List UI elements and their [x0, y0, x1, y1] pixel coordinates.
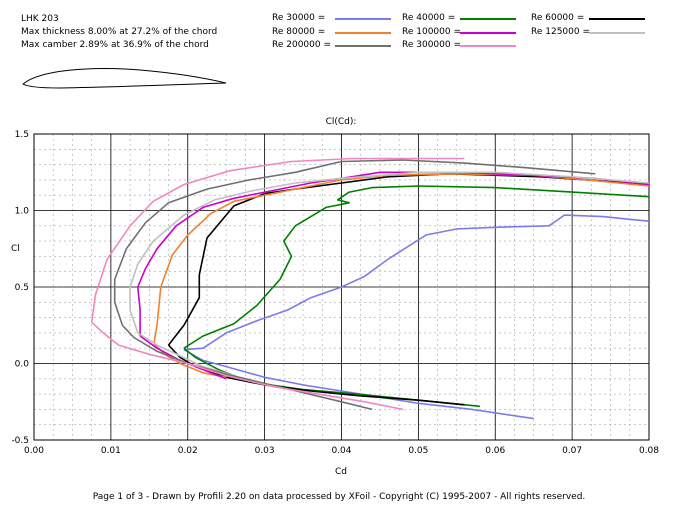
legend-item-re-30000: Re 30000 = [272, 13, 391, 25]
series-3 [153, 173, 650, 379]
legend-swatch [589, 18, 645, 20]
series-7 [90, 157, 465, 411]
legend-label: Re 200000 = [272, 40, 332, 50]
series-layer [90, 157, 650, 420]
legend-swatch [335, 32, 391, 34]
legend-item-re-300000: Re 300000 = [402, 40, 520, 52]
series-6 [113, 159, 596, 411]
legend-label: Re 40000 = [402, 13, 456, 23]
legend-item-re-200000: Re 200000 = [272, 40, 391, 52]
legend-label: Re 80000 = [272, 27, 326, 37]
y-tick-label: -0.5 [11, 436, 29, 446]
series-line [113, 159, 596, 326]
x-axis-label: Cd [335, 467, 347, 477]
x-tick-label: 0.02 [178, 446, 198, 456]
x-tick-label: 0.00 [24, 446, 44, 456]
series-line [183, 214, 650, 351]
series-0 [183, 214, 650, 420]
legend-item-re-80000: Re 80000 = [272, 27, 391, 39]
x-tick-label: 0.05 [408, 446, 428, 456]
x-tick-label: 0.08 [639, 446, 659, 456]
max-camber-text: Max camber 2.89% at 36.9% of the chord [21, 40, 209, 50]
legend-swatch [589, 32, 645, 34]
x-tick-label: 0.07 [562, 446, 582, 456]
series-line [90, 157, 465, 323]
series-5 [129, 171, 650, 377]
series-line-lower [121, 324, 373, 411]
legend-label: Re 300000 = [402, 40, 462, 50]
y-tick-label: 0.0 [15, 360, 30, 370]
series-1 [183, 185, 650, 408]
legend-swatch [335, 45, 391, 47]
y-axis-label: Cl [11, 244, 20, 254]
x-tick-label: 0.04 [331, 446, 351, 456]
x-tick-label: 0.06 [485, 446, 505, 456]
x-tick-label: 0.01 [101, 446, 121, 456]
legend-item-re-100000: Re 100000 = [402, 27, 520, 39]
legend-item-re-40000: Re 40000 = [402, 13, 520, 25]
series-line-lower [183, 349, 534, 420]
legend-swatch [335, 18, 391, 20]
legend-label: Re 125000 = [531, 27, 591, 37]
series-line-lower [91, 321, 404, 411]
max-thickness-text: Max thickness 8.00% at 27.2% of the chor… [21, 27, 218, 37]
y-tick-label: 1.5 [15, 130, 29, 140]
footer-credits: Page 1 of 3 - Drawn by Profili 2.20 on d… [92, 492, 586, 502]
x-tick-label: 0.03 [255, 446, 275, 456]
y-tick-label: 0.5 [15, 283, 29, 293]
chart-title: Cl(Cd): [326, 117, 357, 127]
airfoil-profile-shape [22, 68, 227, 89]
legend-item-re-125000: Re 125000 = [531, 27, 649, 39]
x-axis-ticks: 0.00 0.01 0.02 0.03 0.04 0.05 0.06 0.07 0.08 [24, 446, 659, 456]
y-axis-ticks: -0.5 0.0 0.5 1.0 1.5 [11, 130, 29, 446]
series-line-lower [137, 332, 235, 377]
legend-swatch [460, 45, 516, 47]
legend-label: Re 30000 = [272, 13, 326, 23]
series-line [183, 185, 650, 349]
plot-frame [33, 133, 650, 441]
airfoil-name: LHK 203 [21, 14, 59, 24]
series-line [129, 171, 650, 334]
y-tick-label: 1.0 [15, 207, 30, 217]
legend-item-re-60000: Re 60000 = [531, 13, 649, 25]
legend-swatch [460, 18, 516, 20]
airfoil-info: LHK 203 Max thickness 8.00% at 27.2% of … [21, 13, 217, 52]
legend-label: Re 100000 = [402, 27, 462, 37]
legend-label: Re 60000 = [531, 13, 585, 23]
legend-swatch [460, 32, 516, 34]
series-line [137, 171, 650, 336]
